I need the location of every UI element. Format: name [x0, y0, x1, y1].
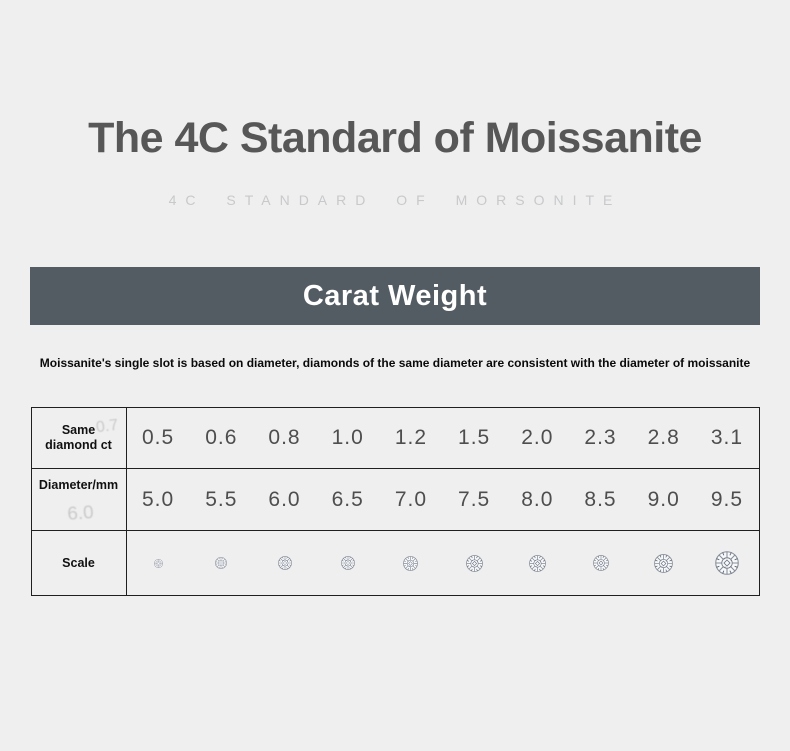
- diameter-value: 9.0: [647, 487, 680, 511]
- diameter-value: 7.5: [458, 487, 491, 511]
- diameter-value: 6.0: [268, 487, 301, 511]
- diamond-top-view-icon: [715, 551, 739, 575]
- diamond-top-view-icon: [277, 556, 292, 570]
- row-values-scale: [127, 531, 759, 595]
- scale-gem-cell: [316, 531, 379, 595]
- scale-gem-cell: [695, 531, 758, 595]
- row-values-diameter: 5.0 5.5 6.0 6.5 7.0 7.5 8.0 8.5 9.0 9.5: [127, 469, 759, 530]
- row-label-text: Diameter/mm: [38, 478, 119, 492]
- diamond-top-view-icon: [528, 554, 546, 572]
- scale-gem-cell: [190, 531, 253, 595]
- diameter-value: 9.5: [710, 487, 744, 511]
- page-title: The 4C Standard of Moissanite: [88, 114, 702, 162]
- page-subtitle: 4C STANDARD OF MORSONITE: [168, 192, 622, 208]
- row-label-carat: Same diamond ct 0.7: [32, 408, 127, 468]
- table-row-carat: Same diamond ct 0.7 0.5 0.6 0.8 1.0 1.2 …: [31, 408, 759, 469]
- carat-comparison-table: Same diamond ct 0.7 0.5 0.6 0.8 1.0 1.2 …: [30, 407, 760, 596]
- row-values-carat: 0.5 0.6 0.8 1.0 1.2 1.5 2.0 2.3 2.8 3.1: [127, 408, 759, 468]
- ghost-artifact-text: 6.0: [66, 502, 94, 524]
- carat-value: 1.0: [331, 426, 364, 449]
- diamond-top-view-icon: [215, 557, 228, 569]
- scale-gem-cell: [379, 531, 442, 595]
- carat-value: 0.8: [268, 426, 301, 449]
- diameter-value: 8.0: [521, 487, 554, 511]
- carat-weight-infographic: The 4C Standard of Moissanite 4C STANDAR…: [0, 114, 790, 751]
- diamond-top-view-icon: [592, 555, 609, 571]
- carat-value: 1.5: [458, 426, 491, 449]
- carat-value: 2.0: [521, 426, 554, 449]
- diameter-value: 8.5: [584, 487, 617, 511]
- carat-value: 0.6: [205, 426, 238, 449]
- scale-gem-cell: [253, 531, 316, 595]
- scale-gem-cell: [569, 531, 632, 595]
- carat-value: 0.5: [142, 426, 175, 449]
- diamond-top-view-icon: [654, 553, 674, 573]
- diamond-top-view-icon: [465, 554, 483, 572]
- carat-weight-banner: Carat Weight: [30, 267, 760, 325]
- diameter-value: 5.5: [205, 487, 238, 511]
- diameter-value: 7.0: [394, 487, 428, 511]
- table-row-diameter: Diameter/mm 6.0 5.0 5.5 6.0 6.5 7.0 7.5 …: [31, 469, 759, 531]
- diamond-top-view-icon: [340, 556, 355, 570]
- carat-value: 2.8: [647, 426, 680, 449]
- banner-label: Carat Weight: [302, 279, 488, 312]
- row-label-text: Same diamond ct: [45, 423, 112, 452]
- diameter-value: 6.5: [331, 487, 364, 511]
- diameter-note: Moissanite's single slot is based on dia…: [39, 356, 751, 370]
- scale-gem-cell: [443, 531, 506, 595]
- diamond-top-view-icon: [153, 558, 163, 568]
- diameter-value: 5.0: [142, 487, 175, 511]
- row-label-text: Scale: [62, 555, 95, 570]
- carat-value: 1.2: [394, 426, 428, 449]
- table-row-scale: Scale: [32, 531, 759, 595]
- carat-value: 3.1: [710, 426, 744, 449]
- row-label-diameter: Diameter/mm 6.0: [32, 469, 127, 530]
- row-label-scale: Scale: [32, 531, 127, 595]
- scale-gem-cell: [506, 531, 569, 595]
- scale-gem-cell: [632, 531, 695, 595]
- scale-gem-cell: [127, 531, 190, 595]
- diamond-top-view-icon: [403, 555, 419, 571]
- carat-value: 2.3: [584, 426, 617, 449]
